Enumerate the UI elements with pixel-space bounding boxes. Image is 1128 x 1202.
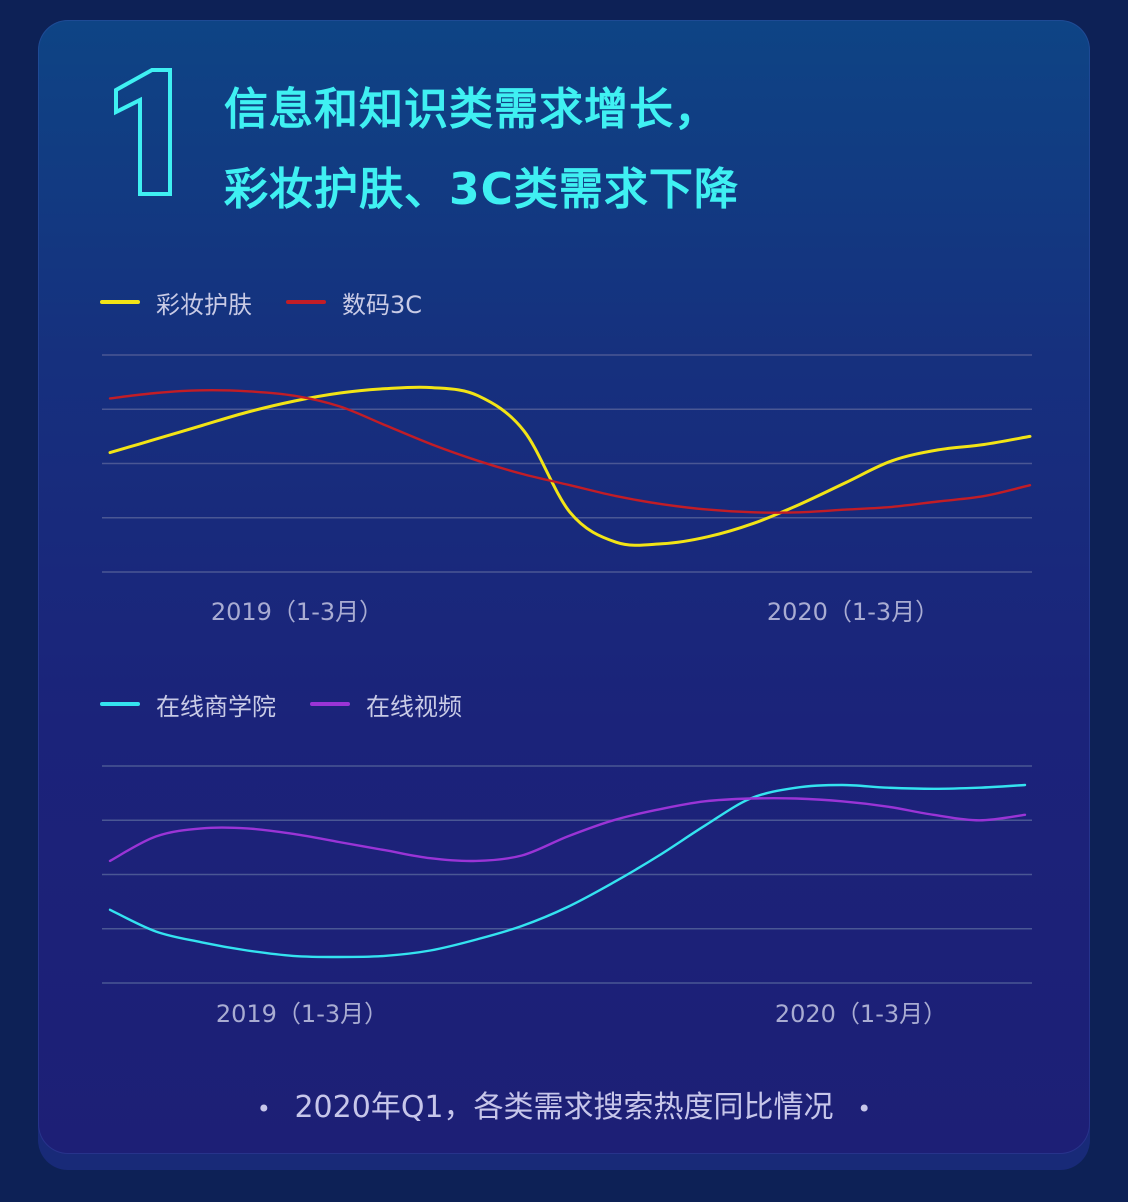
chart1: 2019（1-3月） 2020（1-3月） bbox=[102, 354, 1032, 626]
section-number-icon: 1 bbox=[114, 68, 172, 196]
chart2-legend: 在线商学院 在线视频 bbox=[100, 687, 496, 722]
footnote: • 2020年Q1，各类需求搜索热度同比情况 • bbox=[0, 1082, 1128, 1126]
legend-label-online-video: 在线视频 bbox=[366, 692, 462, 721]
chart1-series-line-1 bbox=[108, 385, 1032, 547]
legend-item-online-business-school: 在线商学院 bbox=[100, 687, 276, 722]
footnote-bullet-left: • bbox=[256, 1094, 271, 1123]
chart2-x-tick-label: 2019（1-3月） bbox=[216, 1000, 388, 1028]
legend-label-makeup: 彩妆护肤 bbox=[156, 290, 252, 319]
chart2-series-line-2 bbox=[108, 797, 1027, 863]
legend-item-makeup: 彩妆护肤 bbox=[100, 285, 252, 320]
legend-item-digital-3c: 数码3C bbox=[286, 285, 422, 320]
legend-swatch-online-video bbox=[310, 702, 350, 706]
legend-swatch-online-business-school bbox=[100, 702, 140, 706]
legend-swatch-makeup bbox=[100, 300, 140, 304]
footnote-text: 2020年Q1，各类需求搜索热度同比情况 bbox=[294, 1090, 834, 1125]
chart2: 2019（1-3月） 2020（1-3月） bbox=[102, 765, 1032, 1028]
chart2-x-tick-label: 2020（1-3月） bbox=[775, 1000, 947, 1028]
chart1-series-line-2 bbox=[108, 389, 1032, 514]
chart2-series-line-1 bbox=[108, 783, 1027, 959]
headline-line-1: 信息和知识类需求增长， bbox=[224, 84, 719, 135]
chart1-x-tick-label: 2019（1-3月） bbox=[211, 598, 383, 626]
headline-line-2: 彩妆护肤、3C类需求下降 bbox=[224, 164, 739, 215]
content-card bbox=[38, 20, 1090, 1154]
legend-label-digital-3c: 数码3C bbox=[342, 290, 423, 319]
chart1-legend: 彩妆护肤 数码3C bbox=[100, 285, 456, 320]
headline: 信息和知识类需求增长， 彩妆护肤、3C类需求下降 bbox=[224, 70, 739, 230]
chart1-x-tick-label: 2020（1-3月） bbox=[767, 598, 939, 626]
legend-item-online-video: 在线视频 bbox=[310, 687, 462, 722]
footnote-bullet-right: • bbox=[857, 1094, 872, 1123]
legend-label-online-business-school: 在线商学院 bbox=[156, 692, 276, 721]
legend-swatch-digital-3c bbox=[286, 300, 326, 304]
